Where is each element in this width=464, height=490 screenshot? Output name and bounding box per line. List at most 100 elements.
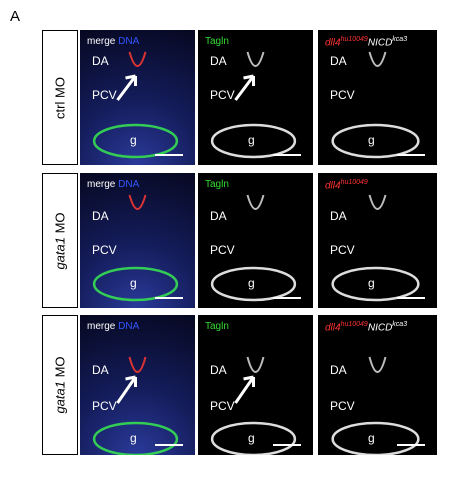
header-part: Tagln: [205, 36, 229, 47]
header-part: merge: [87, 179, 116, 190]
shape: [116, 375, 137, 404]
shape: [128, 51, 147, 67]
region-label: g: [248, 276, 255, 290]
header-part: dll4: [325, 322, 341, 334]
header-part: merge: [87, 321, 116, 332]
header-part: Tagln: [205, 179, 229, 190]
header-part: Tagln: [205, 321, 229, 332]
panel-header: Tagln: [205, 321, 229, 332]
shape: [210, 266, 297, 302]
image-panel: merge DNA DA PCV g: [80, 173, 195, 308]
image-panel: dll4hu10049 DA PCV g: [318, 173, 437, 308]
row-label-part: ctrl MO: [52, 76, 68, 119]
row-label-text: gata1 MO: [53, 212, 68, 269]
region-label: PCV: [210, 243, 235, 257]
region-label: PCV: [330, 399, 355, 413]
shape: [210, 123, 297, 159]
region-label: g: [368, 133, 375, 147]
panel-header: merge DNA: [87, 36, 139, 47]
panel-header: Tagln: [205, 36, 229, 47]
shape: [234, 375, 255, 404]
micrograph: [331, 194, 425, 302]
header-part: merge: [87, 36, 116, 47]
micrograph: [210, 356, 301, 455]
panel-header: dll4hu10049: [325, 179, 368, 191]
header-part: dll4: [325, 180, 341, 192]
shape: [234, 74, 255, 101]
region-label: PCV: [330, 243, 355, 257]
panel-header: Tagln: [205, 179, 229, 190]
panel-header: dll4hu10049NICDkca3: [325, 321, 407, 333]
image-panel: Tagln DA PCV g: [198, 315, 313, 455]
micrograph: [92, 194, 183, 302]
row-label-part: MO: [52, 356, 68, 382]
region-label: PCV: [92, 88, 117, 102]
region-label: g: [130, 276, 137, 290]
shape: [246, 356, 265, 373]
region-label: g: [248, 431, 255, 445]
shape: [246, 51, 265, 67]
region-label: DA: [210, 363, 227, 377]
header-part: DNA: [115, 36, 140, 47]
header-part: kca3: [392, 36, 408, 43]
shape: [368, 356, 387, 373]
region-label: DA: [330, 363, 347, 377]
region-label: g: [368, 431, 375, 445]
row-label: gata1 MO: [42, 315, 78, 455]
region-label: DA: [330, 54, 347, 68]
panel-header: merge DNA: [87, 321, 139, 332]
header-part: hu10049: [340, 179, 368, 186]
image-panel: dll4hu10049NICDkca3 DA PCV g: [318, 315, 437, 455]
micrograph: [210, 51, 301, 159]
region-label: PCV: [210, 88, 235, 102]
shape: [116, 74, 137, 101]
shape: [210, 421, 297, 455]
row-label-part: MO: [52, 211, 68, 237]
header-part: dll4: [325, 37, 341, 49]
panel-header: dll4hu10049NICDkca3: [325, 36, 407, 48]
shape: [246, 194, 265, 210]
shape: [92, 421, 179, 455]
row-label-part: gata1: [52, 236, 68, 270]
region-label: g: [248, 133, 255, 147]
region-label: DA: [330, 209, 347, 223]
header-part: NICD: [367, 37, 393, 49]
region-label: g: [368, 276, 375, 290]
shape: [128, 356, 147, 373]
region-label: PCV: [330, 88, 355, 102]
micrograph: [92, 356, 183, 455]
shape: [331, 421, 420, 455]
shape: [331, 123, 420, 159]
region-label: DA: [210, 54, 227, 68]
panel-header: merge DNA: [87, 179, 139, 190]
row-label-text: gata1 MO: [53, 356, 68, 413]
region-label: DA: [92, 363, 109, 377]
shape: [128, 194, 147, 210]
micrograph: [92, 51, 183, 159]
region-label: DA: [92, 209, 109, 223]
row-label-text: ctrl MO: [53, 77, 68, 119]
row-label-part: gata1: [52, 381, 68, 414]
row-label: ctrl MO: [42, 30, 78, 165]
header-part: DNA: [115, 321, 140, 332]
shape: [92, 266, 179, 302]
region-label: g: [130, 431, 137, 445]
header-part: kca3: [392, 321, 408, 328]
region-label: DA: [92, 54, 109, 68]
region-label: DA: [210, 209, 227, 223]
header-part: NICD: [367, 322, 393, 334]
region-label: PCV: [92, 399, 117, 413]
shape: [368, 51, 387, 67]
image-panel: Tagln DA PCV g: [198, 30, 313, 165]
image-panel: Tagln DA PCV g: [198, 173, 313, 308]
region-label: PCV: [92, 243, 117, 257]
row-label: gata1 MO: [42, 173, 78, 308]
micrograph: [331, 51, 425, 159]
micrograph: [331, 356, 425, 455]
header-part: hu10049: [340, 36, 368, 43]
header-part: DNA: [115, 179, 140, 190]
region-label: PCV: [210, 399, 235, 413]
panel-label: A: [10, 8, 21, 25]
image-panel: merge DNA DA PCV g: [80, 315, 195, 455]
